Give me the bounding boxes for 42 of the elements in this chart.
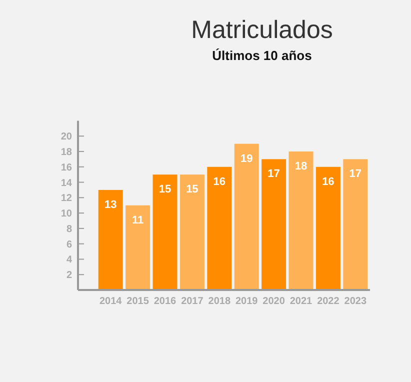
data-label: 13 [104, 198, 117, 211]
x-tick-label: 2016 [154, 296, 177, 307]
chart-subtitle: Últimos 10 años [212, 48, 312, 63]
x-tick-label: 2023 [344, 296, 367, 307]
y-tick-label: 8 [66, 224, 72, 235]
x-tick-label: 2020 [262, 296, 286, 307]
data-label: 16 [213, 176, 226, 188]
data-label: 19 [240, 152, 253, 165]
x-tick-label: 2018 [208, 296, 231, 307]
bar [343, 159, 368, 290]
data-label: 17 [268, 168, 280, 180]
data-label: 16 [322, 176, 334, 188]
chart-title: Matriculados [191, 16, 333, 44]
x-tick-label: 2014 [99, 296, 122, 307]
data-label: 15 [158, 184, 172, 196]
y-tick-label: 20 [60, 132, 72, 143]
y-tick-label: 18 [60, 146, 72, 158]
y-tick-label: 10 [60, 208, 72, 220]
data-label: 18 [294, 160, 308, 172]
y-tick-label: 12 [60, 193, 72, 204]
bar [180, 174, 204, 290]
bar [288, 151, 314, 290]
bar [207, 166, 232, 290]
y-tick-label: 2 [66, 270, 72, 282]
x-tick-label: 2021 [290, 296, 313, 307]
bar [262, 159, 286, 290]
x-tick-label: 2017 [181, 296, 204, 307]
x-tick-label: 2019 [235, 296, 258, 307]
y-tick-label: 16 [60, 162, 72, 174]
y-tick-label: 6 [66, 239, 72, 250]
bar [126, 205, 150, 290]
x-tick-label: 2022 [317, 296, 340, 307]
data-label: 15 [186, 184, 198, 196]
bar [234, 144, 259, 290]
y-tick-label: 14 [60, 178, 72, 189]
bar [98, 190, 123, 290]
data-label: 17 [349, 168, 362, 180]
bar [316, 166, 340, 290]
x-tick-label: 2015 [126, 296, 150, 307]
y-tick-label: 4 [66, 254, 72, 266]
bar [152, 174, 178, 290]
data-label: 11 [132, 214, 144, 226]
